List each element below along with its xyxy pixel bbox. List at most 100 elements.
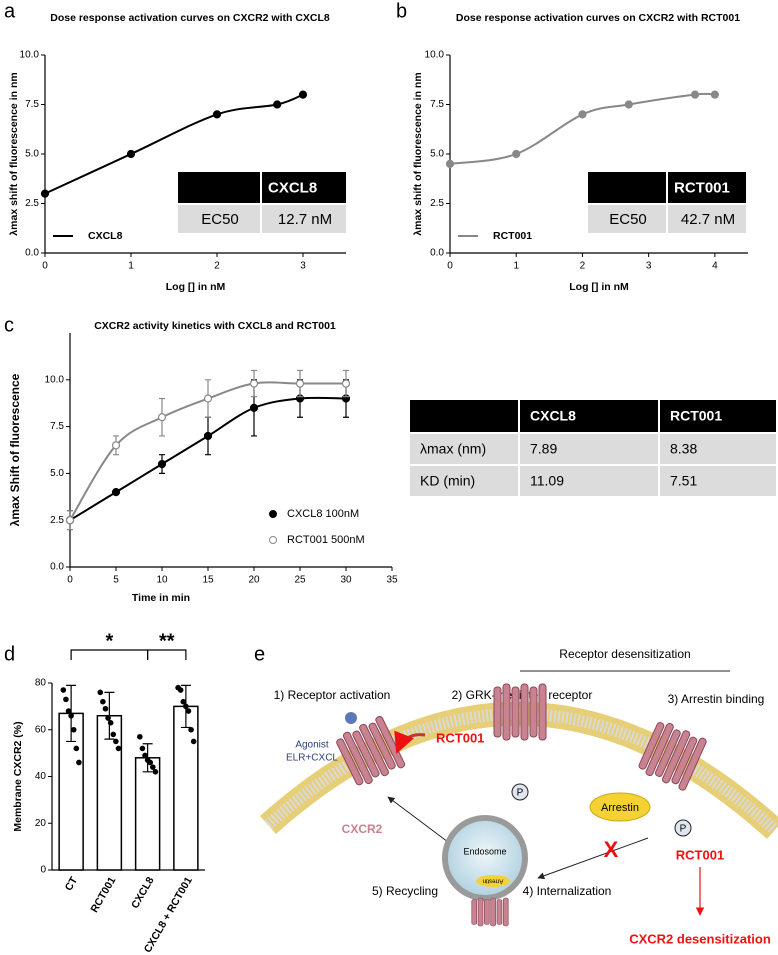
- data-point: [188, 726, 194, 733]
- internalization-arrow: [537, 837, 649, 880]
- y-tick-label: 2.5: [50, 515, 64, 526]
- x-tick-label: 15: [202, 575, 214, 586]
- drug-label: RCT001: [676, 847, 724, 862]
- phospho-label: P: [680, 824, 687, 835]
- y-tick-label: 60: [35, 724, 47, 735]
- data-point: [111, 441, 121, 450]
- binding-arrow: [394, 730, 426, 754]
- data-point: [40, 189, 50, 198]
- chart-title: Dose response activation curves on CXCR2…: [456, 12, 740, 24]
- table-cell-text: KD (min): [420, 473, 475, 489]
- table-cell: [660, 434, 776, 464]
- y-axis-label: λmax Shift of fluorescence: [8, 373, 22, 526]
- x-tick-label: 3: [300, 261, 306, 272]
- data-point: [157, 413, 167, 422]
- data-point: [212, 110, 222, 119]
- legend-label: RCT001 500nM: [287, 534, 365, 546]
- table-cell: [262, 205, 346, 233]
- data-point: [60, 687, 67, 693]
- phospho: [674, 819, 692, 837]
- x-tick-label: CT: [63, 874, 81, 893]
- fit-line: [449, 92, 715, 165]
- phospho: [511, 783, 529, 801]
- data-point: [105, 715, 111, 721]
- x-tick-label: 4: [712, 261, 718, 272]
- receptor: [471, 897, 509, 927]
- data-point: [249, 403, 259, 412]
- data-point: [190, 738, 197, 745]
- table-cell-text: 8.38: [670, 441, 697, 457]
- legend-label: RCT001: [493, 230, 532, 242]
- table-cell-text: λmax (nm): [420, 441, 486, 457]
- data-point: [137, 733, 143, 740]
- table-header-text: RCT001: [670, 408, 722, 424]
- table-cell: [410, 466, 518, 496]
- y-axis-label: Membrane CXCR2 (%): [12, 721, 24, 831]
- table-cell-text: 12.7 nM: [278, 211, 332, 228]
- data-point: [126, 149, 136, 159]
- table-cell: [588, 205, 666, 233]
- agonist-label: Agonist: [295, 740, 329, 751]
- y-axis-label: λmax shift of fluorescence in nm: [412, 72, 424, 235]
- table-header-cell: [660, 400, 776, 432]
- data-point: [341, 379, 351, 388]
- x-tick-label: 5: [113, 575, 119, 586]
- significance-label: **: [159, 630, 175, 652]
- data-point: [624, 100, 633, 109]
- table-cell-text: EC50: [609, 211, 647, 228]
- data-point: [65, 516, 75, 525]
- table-cell-text: 7.89: [530, 441, 557, 457]
- data-point: [273, 100, 282, 109]
- data-point: [183, 703, 189, 710]
- y-tick-label: 10.0: [20, 50, 40, 61]
- data-point: [68, 712, 74, 719]
- x-tick-label: 2: [214, 261, 220, 272]
- table-cell-text: 7.51: [670, 473, 697, 489]
- data-point: [73, 745, 80, 752]
- y-tick-label: 10.0: [425, 50, 445, 61]
- table-cell: [520, 466, 658, 496]
- table-cell-text: 42.7 nM: [681, 211, 735, 228]
- x-tick-label: 1: [513, 261, 519, 272]
- step-label: 4) Internalization: [523, 884, 612, 898]
- x-tick-label: 10: [156, 575, 168, 586]
- data-point: [157, 459, 167, 469]
- legend-swatch: [269, 536, 277, 544]
- drug-label: RCT001: [436, 730, 484, 745]
- panel-letter: a: [4, 0, 16, 22]
- data-point: [76, 759, 82, 766]
- data-point: [180, 698, 187, 705]
- y-tick-label: 5.0: [50, 468, 64, 479]
- table-header-cell: [410, 400, 518, 432]
- data-point: [203, 394, 213, 403]
- arrestin: [476, 875, 510, 887]
- panel-letter: c: [4, 314, 14, 336]
- step-label: 5) Recycling: [372, 884, 438, 898]
- x-tick-label: 25: [294, 575, 306, 586]
- y-tick-label: 0.0: [430, 248, 444, 259]
- data-point: [150, 764, 156, 770]
- panel-letter: e: [254, 643, 265, 665]
- y-tick-label: 0.0: [50, 562, 64, 573]
- table-cell: [668, 205, 746, 233]
- chart-title: CXCR2 activity kinetics with CXCL8 and R…: [94, 320, 336, 332]
- x-tick-label: RCT001: [88, 875, 118, 915]
- table-cell: [178, 205, 260, 233]
- y-tick-label: 0.0: [25, 248, 39, 259]
- data-point: [147, 759, 154, 766]
- table-header-text: CXCL8: [530, 408, 576, 424]
- data-point: [152, 769, 159, 775]
- data-point: [110, 731, 117, 738]
- data-point: [203, 431, 213, 441]
- step-label: 1) Receptor activation: [274, 688, 391, 702]
- x-tick-label: 0: [447, 261, 453, 272]
- data-point: [63, 696, 69, 703]
- x-axis-label: Log [] in nM: [569, 281, 629, 293]
- data-point: [512, 149, 521, 159]
- legend-label: CXCL8 100nM: [287, 508, 359, 520]
- significance-bracket: [147, 649, 187, 660]
- bar: [134, 757, 161, 871]
- block-mark: X: [604, 837, 619, 862]
- table-header-cell: [588, 172, 666, 203]
